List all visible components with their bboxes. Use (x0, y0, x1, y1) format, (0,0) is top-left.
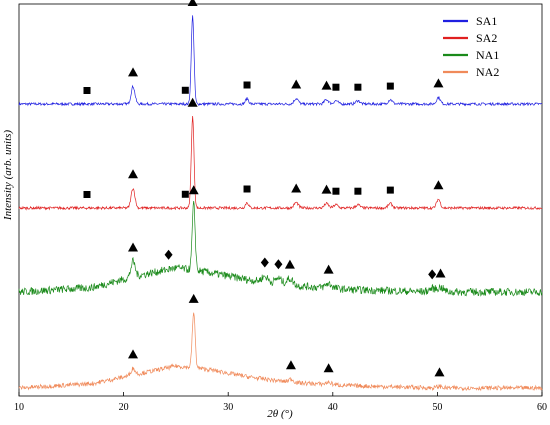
marker-triangle-na2 (434, 367, 445, 377)
marker-square-sa1 (386, 82, 394, 90)
legend-label-na1: NA1 (476, 48, 499, 62)
x-tick-label: 50 (432, 402, 442, 413)
marker-triangle-sa1 (433, 78, 444, 88)
plot-frame (18, 3, 543, 397)
marker-triangle-sa2 (128, 169, 139, 179)
marker-square-sa1 (181, 86, 189, 94)
marker-triangle-na2 (323, 363, 334, 373)
marker-triangle-sa1 (128, 67, 139, 77)
x-tick-label: 10 (14, 402, 24, 413)
marker-triangle-sa2 (291, 183, 302, 193)
marker-triangle-sa2 (433, 180, 444, 190)
marker-diamond-na1 (428, 269, 437, 280)
x-axis-ticks: 10 20 30 40 50 60 (14, 392, 547, 413)
marker-triangle-sa2 (321, 184, 332, 194)
marker-square-sa1 (332, 83, 340, 91)
marker-diamond-na1 (274, 259, 283, 270)
marker-square-sa2 (181, 190, 189, 198)
x-tick-label: 40 (328, 402, 338, 413)
marker-triangle-na1 (323, 264, 334, 274)
marker-triangle-na1 (435, 268, 446, 278)
marker-square-sa2 (332, 187, 340, 195)
marker-square-sa2 (83, 191, 91, 198)
marker-triangle-na2 (188, 293, 199, 303)
marker-triangle-na2 (285, 360, 296, 370)
marker-square-sa2 (386, 186, 394, 194)
series-line-na2 (18, 312, 543, 392)
marker-triangle-sa1 (321, 80, 332, 90)
marker-triangle-na1 (128, 242, 139, 252)
marker-triangle-sa1 (291, 79, 302, 89)
series-line-sa2 (18, 116, 543, 211)
x-tick-label: 20 (119, 402, 129, 413)
marker-square-sa2 (354, 187, 362, 195)
x-axis-label: 2θ (°) (267, 408, 293, 420)
marker-triangle-sa2 (187, 97, 198, 107)
pattern-curves (18, 15, 543, 392)
series-line-sa1 (18, 15, 543, 107)
legend: SA1 SA2 NA1 NA2 (443, 14, 499, 79)
series-line-na1 (18, 200, 543, 297)
marker-square-sa2 (243, 185, 251, 193)
marker-square-sa1 (243, 81, 251, 89)
legend-label-na2: NA2 (476, 65, 499, 79)
y-axis-label: Intensity (arb. units) (2, 130, 14, 221)
x-tick-label: 30 (223, 402, 233, 413)
marker-triangle-sa1 (187, 0, 198, 6)
legend-label-sa1: SA1 (476, 14, 497, 28)
phase-markers (83, 0, 446, 377)
marker-diamond-na1 (260, 257, 269, 268)
marker-triangle-na2 (128, 349, 139, 359)
marker-square-sa1 (83, 87, 91, 94)
marker-diamond-na1 (164, 249, 173, 260)
marker-square-sa1 (354, 83, 362, 91)
marker-triangle-na1 (284, 259, 295, 269)
x-tick-label: 60 (537, 402, 547, 413)
legend-label-sa2: SA2 (476, 31, 497, 45)
marker-triangle-na1 (188, 185, 199, 195)
